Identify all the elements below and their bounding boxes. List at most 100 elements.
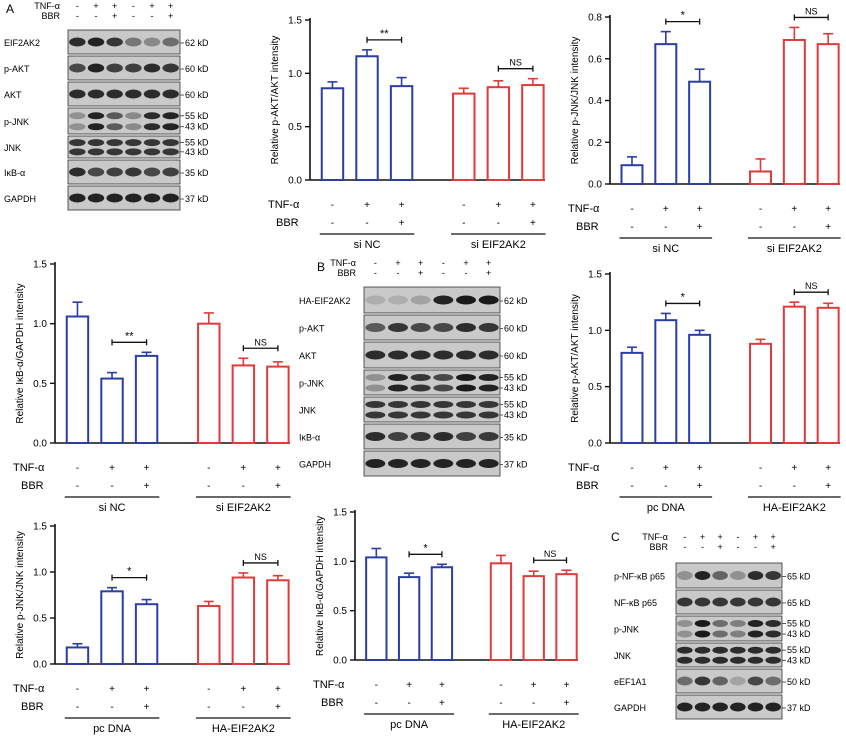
group-label: si EIF2AK2 — [471, 239, 526, 251]
blot-condition-sign: + — [700, 532, 705, 542]
y-tick-label: 0.5 — [33, 379, 47, 390]
blot-protein-label: NF-κB p65 — [614, 598, 657, 608]
blot-band — [694, 702, 711, 712]
y-tick-label: 1.5 — [588, 270, 602, 281]
tnf-sign: - — [462, 200, 465, 211]
blot-size-label: 43 kD — [185, 147, 209, 157]
blot-band — [456, 384, 476, 392]
bar — [134, 354, 159, 444]
blot-band — [478, 323, 499, 332]
blot-band — [125, 193, 142, 203]
blot-condition-sign: - — [374, 268, 377, 278]
blot-band — [143, 139, 161, 147]
blot-band — [478, 384, 499, 392]
blot-condition-label: BBR — [649, 542, 668, 552]
y-tick-label: 1.5 — [288, 16, 302, 27]
blot-protein-label: p-JNK — [614, 625, 639, 635]
bar — [688, 333, 712, 444]
blot-strip — [363, 341, 501, 369]
chart-4: 0.0 0.5 1.0 1.5 Relative p-AKT/AKT intensity… — [568, 270, 841, 514]
blot-condition-sign: + — [418, 268, 423, 278]
blot-band — [765, 656, 781, 664]
blot-band — [677, 571, 693, 580]
bar — [522, 575, 545, 662]
y-tick-label: 0.0 — [588, 439, 602, 450]
blot-condition-sign: + — [771, 542, 776, 552]
blot-panel-b: TNF-α - + + - + +BBR - - + - - +HA-EIF2AK2 62 kDp-AKT… — [299, 258, 528, 477]
group-label: HA-EIF2AK2 — [763, 502, 826, 514]
blot-row: NF-κB p65 65 kD — [614, 589, 811, 615]
panel-label-b: B — [317, 260, 325, 274]
bbr-sign: - — [759, 481, 762, 492]
y-axis-label: Relative p-AKT/AKT intensity — [270, 36, 281, 165]
blot-band — [730, 656, 746, 664]
bbr-sign: + — [530, 218, 536, 229]
y-tick-label: 0.5 — [33, 614, 47, 625]
blot-band — [433, 384, 454, 392]
y-tick-label: 0.0 — [588, 180, 602, 191]
blot-band — [125, 89, 142, 99]
blot-condition-sign: + — [418, 258, 423, 268]
y-tick-label: 1.0 — [588, 326, 602, 337]
blot-size-label: 65 kD — [787, 572, 811, 582]
blot-band — [365, 432, 386, 441]
bbr-sign: - — [497, 218, 500, 229]
blot-condition-sign: + — [753, 532, 758, 542]
group-label: pc DNA — [93, 723, 132, 735]
significance-label: NS — [805, 281, 818, 291]
y-axis-label: Relative IκB-α/GAPDH intensity — [315, 516, 326, 656]
tnf-sign: - — [759, 204, 762, 215]
blot-band — [106, 123, 123, 131]
row-label-bbr: BBR — [276, 217, 299, 229]
blot-band — [456, 401, 476, 408]
bar — [197, 322, 221, 444]
blot-band — [162, 123, 179, 131]
blot-size-label: 55 kD — [185, 111, 209, 121]
bar — [620, 351, 644, 444]
bbr-sign: + — [144, 481, 150, 492]
bar — [397, 576, 421, 661]
blot-size-label: 43 kD — [787, 655, 811, 665]
blot-band — [106, 193, 123, 203]
blot-band — [712, 702, 728, 712]
blot-band — [365, 401, 386, 408]
blot-protein-label: GAPDH — [614, 703, 646, 713]
tnf-sign: + — [406, 680, 412, 691]
blot-band — [478, 401, 499, 408]
bbr-sign: - — [242, 481, 245, 492]
blot-protein-label: p-AKT — [299, 324, 325, 334]
bar — [266, 579, 290, 666]
blot-band — [433, 350, 454, 360]
blot-size-label: 37 kD — [787, 703, 811, 713]
bar — [231, 364, 256, 444]
row-label-bbr: BBR — [21, 480, 44, 492]
blot-row: p-NF-κB p65 65 kD — [614, 562, 811, 589]
significance-label: NS — [805, 6, 818, 16]
y-tick-label: 1.5 — [33, 260, 47, 271]
tnf-sign: - — [331, 200, 334, 211]
blot-condition-sign: - — [465, 268, 468, 278]
blot-condition-sign: + — [149, 1, 154, 11]
blot-band — [125, 112, 142, 120]
blot-band — [765, 702, 781, 712]
blot-protein-label: p-NF-κB p65 — [614, 572, 665, 582]
tnf-sign: - — [76, 463, 79, 474]
blot-size-label: 35 kD — [504, 433, 528, 443]
tnf-sign: + — [399, 200, 405, 211]
blot-band — [106, 63, 123, 73]
blot-condition-label: TNF-α — [34, 1, 60, 11]
blot-strip — [67, 81, 181, 107]
blot-band — [410, 295, 431, 305]
bar — [430, 566, 454, 662]
row-label-bbr: BBR — [576, 221, 599, 233]
blot-band — [712, 597, 728, 607]
blot-size-label: 50 kD — [787, 677, 811, 687]
tnf-sign: - — [207, 463, 210, 474]
blot-band — [143, 193, 161, 203]
tnf-sign: + — [495, 200, 501, 211]
blot-condition-sign: - — [397, 268, 400, 278]
blot-band — [69, 193, 86, 203]
blot-band — [730, 620, 746, 627]
blot-size-label: 60 kD — [185, 90, 209, 100]
blot-band — [730, 646, 746, 654]
